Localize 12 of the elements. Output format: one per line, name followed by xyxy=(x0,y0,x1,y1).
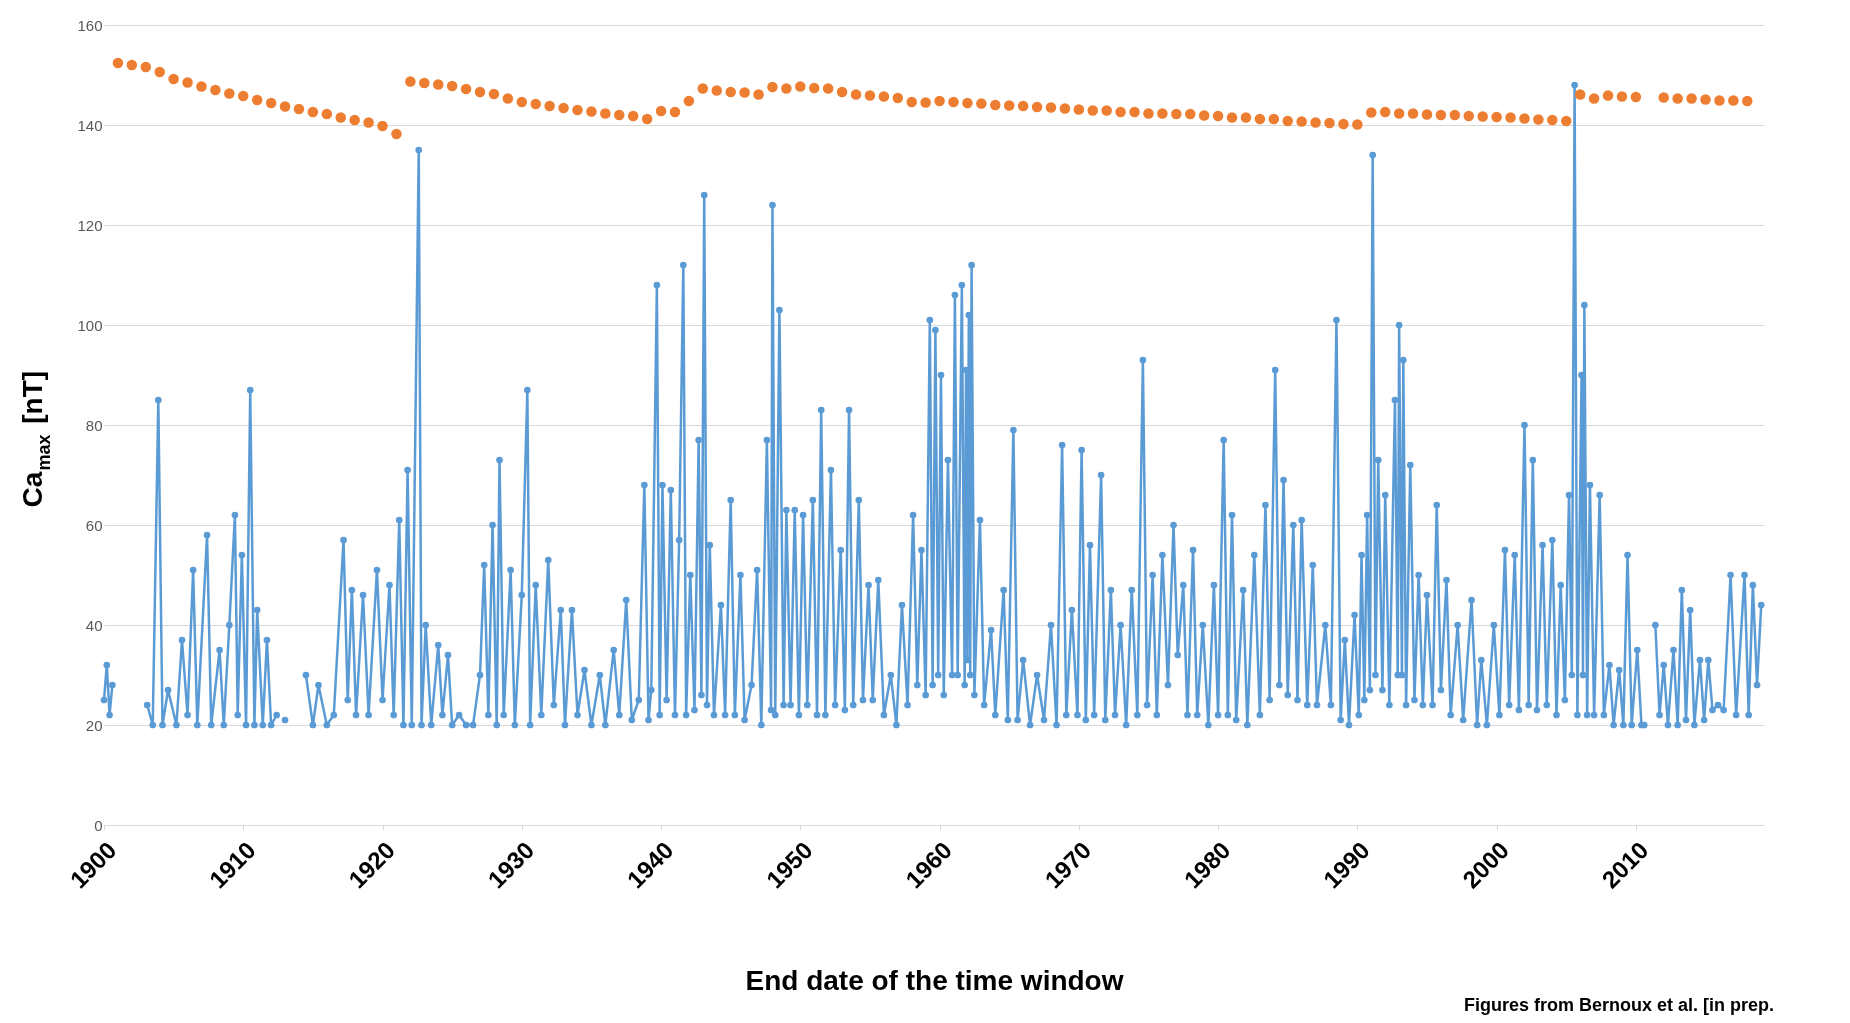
y-tick-label: 80 xyxy=(85,416,103,434)
y-tick-label: 100 xyxy=(77,316,103,334)
y-tick-label: 40 xyxy=(85,616,103,634)
y-tick-label: 20 xyxy=(85,716,103,734)
y-tick-label: 0 xyxy=(94,816,103,834)
y-tick-label: 140 xyxy=(77,116,103,134)
y-tick-label: 120 xyxy=(77,216,103,234)
y-tick-label: 160 xyxy=(77,16,103,34)
y-axis-title: Camax [nT] xyxy=(17,370,54,508)
x-axis-title: End date of the time window xyxy=(745,965,1124,997)
text: Figures from Bernoux et al. [in prep. xyxy=(1463,995,1774,1015)
y-tick-label: 60 xyxy=(85,516,103,534)
